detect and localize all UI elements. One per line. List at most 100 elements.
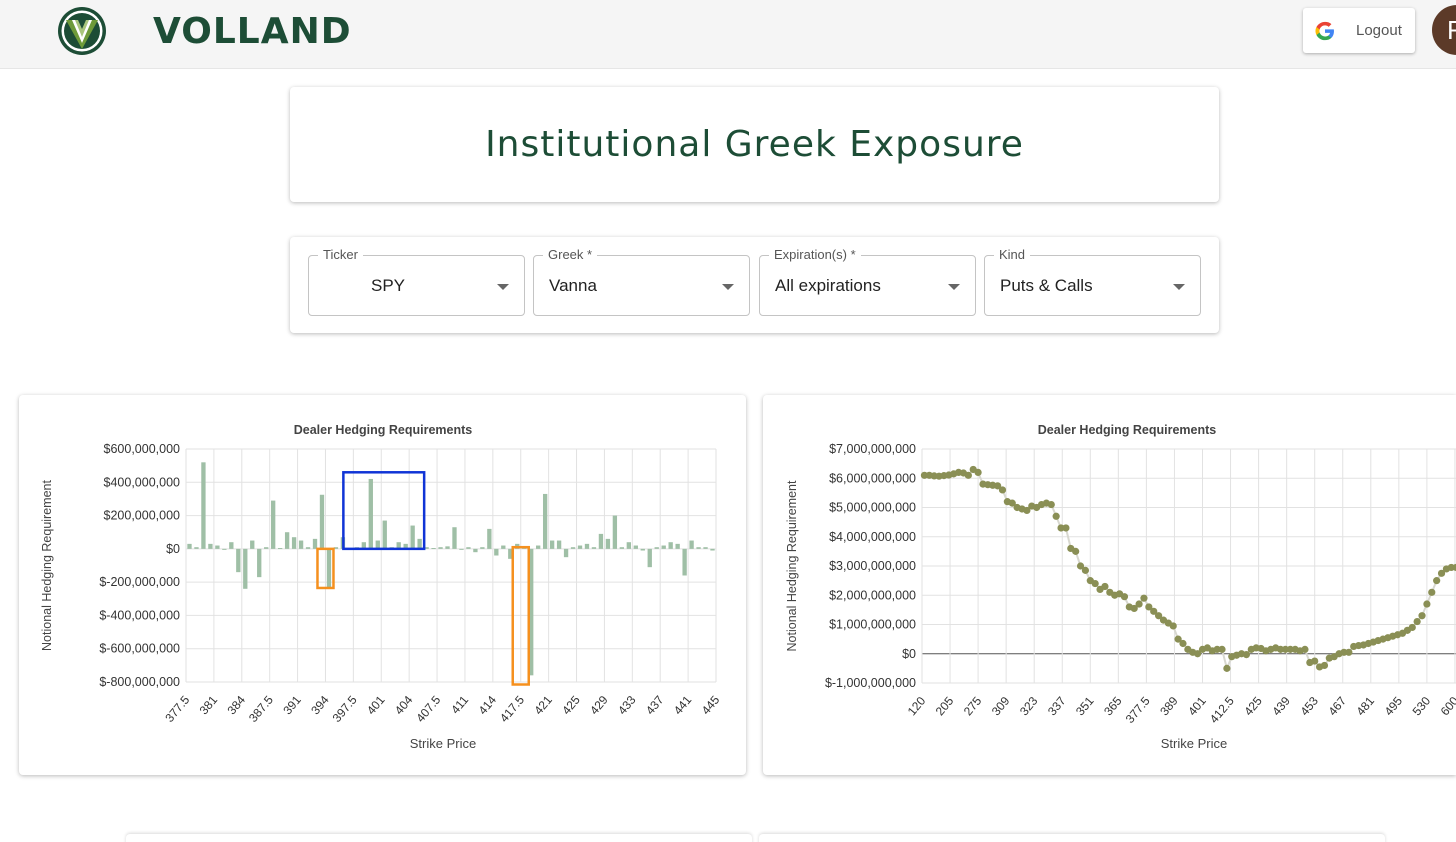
bar — [549, 540, 555, 549]
x-tick-label: 275 — [961, 694, 985, 719]
y-tick-label: $2,000,000,000 — [829, 588, 916, 602]
bar — [201, 462, 206, 549]
logout-button[interactable]: Logout — [1303, 8, 1415, 53]
scatter-point — [1437, 569, 1446, 577]
bar — [696, 547, 701, 549]
bar — [305, 547, 311, 549]
scatter-point — [1418, 612, 1426, 620]
x-tick-label: 600 — [1438, 694, 1456, 719]
chevron-down-icon — [722, 284, 734, 290]
y-tick-label: $-800,000,000 — [99, 675, 180, 689]
bar-chart: Dealer Hedging Requirements $600,000,000 $… — [40, 423, 723, 751]
kind-legend: Kind — [994, 247, 1031, 262]
bar — [424, 547, 429, 549]
scatter-point — [1320, 661, 1329, 670]
kind-select[interactable]: Kind Puts & Calls — [984, 247, 1201, 316]
bar — [654, 547, 659, 549]
bar — [410, 525, 415, 549]
x-tick-label: 387.5 — [246, 693, 276, 725]
x-tick-label: 205 — [933, 694, 957, 719]
scatter-point — [1047, 500, 1055, 509]
x-tick-label: 425 — [1241, 694, 1265, 719]
bar — [501, 545, 506, 549]
scatter-point — [1091, 579, 1099, 588]
ticker-legend: Ticker — [318, 247, 363, 262]
bar — [375, 540, 380, 549]
chevron-down-icon — [1173, 284, 1185, 290]
y-tick-label: $0 — [902, 647, 916, 661]
bar — [396, 542, 401, 549]
scatter-point — [998, 486, 1007, 494]
x-tick-label: 377.5 — [162, 693, 192, 725]
chart-title: Dealer Hedging Requirements — [1038, 423, 1217, 437]
bar — [529, 548, 534, 676]
bar — [291, 537, 297, 549]
lower-card-left — [126, 834, 752, 842]
blue-highlight-box — [342, 471, 426, 551]
y-tick-label: $3,000,000,000 — [829, 559, 916, 573]
bar — [710, 548, 715, 551]
x-tick-label: 429 — [587, 693, 611, 718]
bar — [689, 540, 694, 549]
bar — [487, 528, 492, 549]
scatter-point — [1072, 547, 1080, 555]
x-tick-label: 401 — [1185, 694, 1209, 719]
x-tick-label: 441 — [671, 693, 695, 718]
bar — [361, 542, 366, 549]
bar — [633, 545, 638, 549]
scatter-chart-card: Dealer Hedging Requirements $7,000,000,00… — [763, 395, 1456, 775]
bar — [668, 542, 673, 549]
x-tick-label: 433 — [615, 693, 639, 718]
bar — [194, 547, 199, 549]
scatter-point — [1345, 648, 1353, 656]
y-tick-label: $-1,000,000,000 — [825, 676, 916, 690]
scatter-point — [1023, 506, 1031, 515]
bar — [298, 540, 304, 549]
ticker-select[interactable]: Ticker SPY — [308, 247, 525, 316]
bar — [494, 548, 499, 556]
user-avatar[interactable]: F — [1432, 5, 1456, 55]
scatter-point — [1194, 650, 1202, 658]
bar — [675, 543, 680, 549]
y-tick-label: $4,000,000,000 — [829, 530, 916, 544]
y-tick-label: $-200,000,000 — [99, 575, 180, 589]
x-tick-label: 407.5 — [413, 693, 443, 725]
scatter-point — [964, 471, 972, 479]
x-tick-label: 401 — [364, 693, 388, 718]
scatter-point — [1081, 566, 1090, 574]
scatter-point — [1008, 499, 1016, 507]
bar — [368, 478, 373, 549]
scatter-point — [1135, 600, 1143, 608]
expiration-select[interactable]: Expiration(s) * All expirations — [759, 247, 976, 316]
bar — [598, 533, 604, 549]
scatter-point — [1150, 607, 1158, 615]
bar — [445, 546, 450, 549]
bar — [480, 547, 485, 549]
x-tick-label: 412.5 — [1207, 694, 1237, 726]
x-tick-label: 384 — [224, 693, 248, 718]
google-icon — [1315, 21, 1334, 40]
greek-select[interactable]: Greek * Vanna — [533, 247, 750, 316]
scatter-point — [1218, 645, 1226, 653]
x-tick-label: 453 — [1297, 694, 1321, 719]
bar — [563, 548, 569, 558]
y-axis-label: Notional Hedging Requirement — [40, 480, 54, 651]
scatter-point — [1311, 657, 1319, 665]
x-tick-label: 530 — [1410, 694, 1434, 719]
scatter-point — [1145, 603, 1153, 611]
y-tick-label: $6,000,000,000 — [829, 471, 916, 485]
greek-value: Vanna — [549, 276, 597, 295]
bar — [403, 543, 408, 549]
x-tick-label: 495 — [1382, 694, 1406, 719]
x-tick-label: 309 — [989, 694, 1013, 719]
bar — [605, 538, 611, 549]
scatter-point — [1154, 612, 1163, 620]
bar — [536, 545, 541, 549]
bar — [277, 548, 283, 550]
page-title: Institutional Greek Exposure — [485, 124, 1024, 165]
scatter-point — [1452, 563, 1456, 572]
scatter-point — [1052, 512, 1060, 520]
bar — [542, 493, 548, 549]
volland-logo-icon[interactable] — [56, 5, 108, 57]
scatter-point — [1101, 582, 1109, 591]
